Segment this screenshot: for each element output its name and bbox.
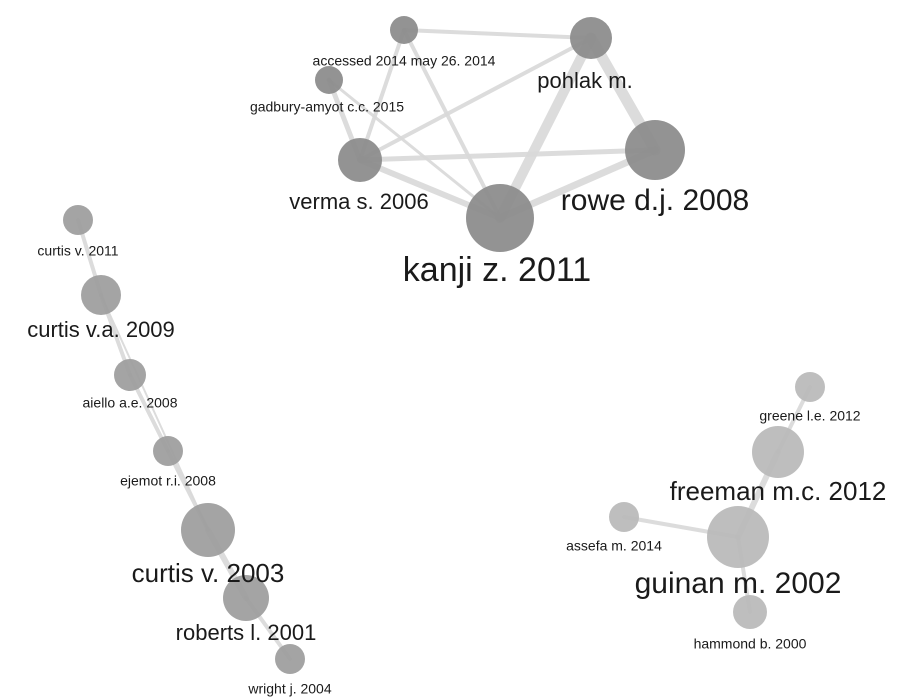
edge: [357, 147, 658, 163]
node[interactable]: [733, 595, 767, 629]
node[interactable]: [315, 66, 343, 94]
node-label: hammond b. 2000: [694, 636, 807, 652]
edge: [100, 294, 209, 531]
edge: [402, 28, 593, 40]
node-label: rowe d.j. 2008: [561, 184, 749, 217]
node-label: verma s. 2006: [289, 189, 428, 214]
node-label: curtis v. 2003: [132, 558, 285, 588]
node-label: greene l.e. 2012: [759, 408, 860, 424]
node[interactable]: [707, 506, 769, 568]
node-label: pohlak m.: [537, 68, 632, 93]
node[interactable]: [625, 120, 685, 180]
node-label: freeman m.c. 2012: [670, 476, 887, 506]
node[interactable]: [570, 17, 612, 59]
node[interactable]: [752, 426, 804, 478]
node[interactable]: [114, 359, 146, 391]
node[interactable]: [795, 372, 825, 402]
node-label: aiello a.e. 2008: [83, 395, 178, 411]
node[interactable]: [338, 138, 382, 182]
node[interactable]: [609, 502, 639, 532]
node[interactable]: [466, 184, 534, 252]
node[interactable]: [63, 205, 93, 235]
edge: [358, 36, 593, 162]
node-label: wright j. 2004: [247, 681, 331, 697]
node[interactable]: [153, 436, 183, 466]
labels: accessed 2014 may 26. 2014 gadbury-amyot …: [27, 53, 886, 697]
node-label: assefa m. 2014: [566, 538, 662, 554]
node-label: roberts l. 2001: [176, 620, 317, 645]
edge: [402, 28, 502, 220]
node-label: curtis v.a. 2009: [27, 317, 175, 342]
node[interactable]: [81, 275, 121, 315]
edge: [358, 28, 406, 162]
node[interactable]: [390, 16, 418, 44]
node-label: kanji z. 2011: [403, 251, 591, 289]
node[interactable]: [223, 575, 269, 621]
edge: [327, 78, 502, 220]
nodes: [63, 16, 825, 674]
node-label: guinan m. 2002: [635, 567, 842, 600]
node-label: accessed 2014 may 26. 2014: [313, 53, 496, 69]
node-label: ejemot r.i. 2008: [120, 473, 216, 489]
node[interactable]: [275, 644, 305, 674]
node-label: curtis v. 2011: [37, 243, 118, 259]
node[interactable]: [181, 503, 235, 557]
node-label: gadbury-amyot c.c. 2015: [250, 99, 404, 115]
